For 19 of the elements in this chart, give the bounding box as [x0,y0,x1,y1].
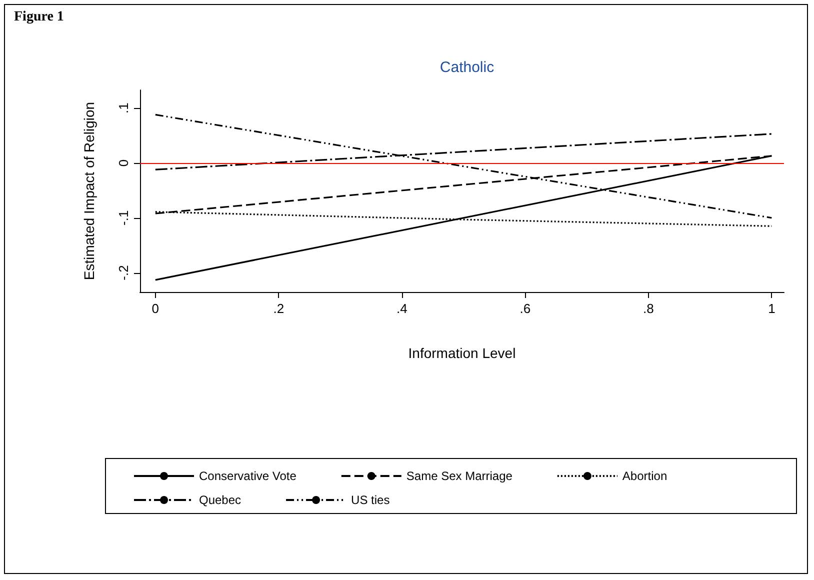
legend-label: Conservative Vote [199,469,297,483]
legend-label: Quebec [199,493,242,507]
y-tick-label: .1 [116,102,131,114]
x-tick-label: .8 [643,301,654,316]
caption: Figure 1 [14,10,64,24]
legend-label: Same Sex Marriage [406,469,513,483]
x-axis-title: Information Level [408,345,516,361]
x-tick-label: 1 [768,301,776,316]
y-axis-title: Estimated Impact of Religion [81,102,97,280]
y-tick-label: -.1 [116,210,131,226]
legend-label: US ties [351,493,390,507]
y-tick-label: 0 [116,159,131,167]
x-tick-label: .4 [396,301,408,316]
x-tick-label: 0 [152,301,160,316]
legend-label: Abortion [622,469,668,483]
x-tick-label: .2 [273,301,284,316]
y-tick-label: -.2 [116,265,131,280]
chart-title: Catholic [440,59,495,76]
x-tick-label: .6 [520,301,531,316]
